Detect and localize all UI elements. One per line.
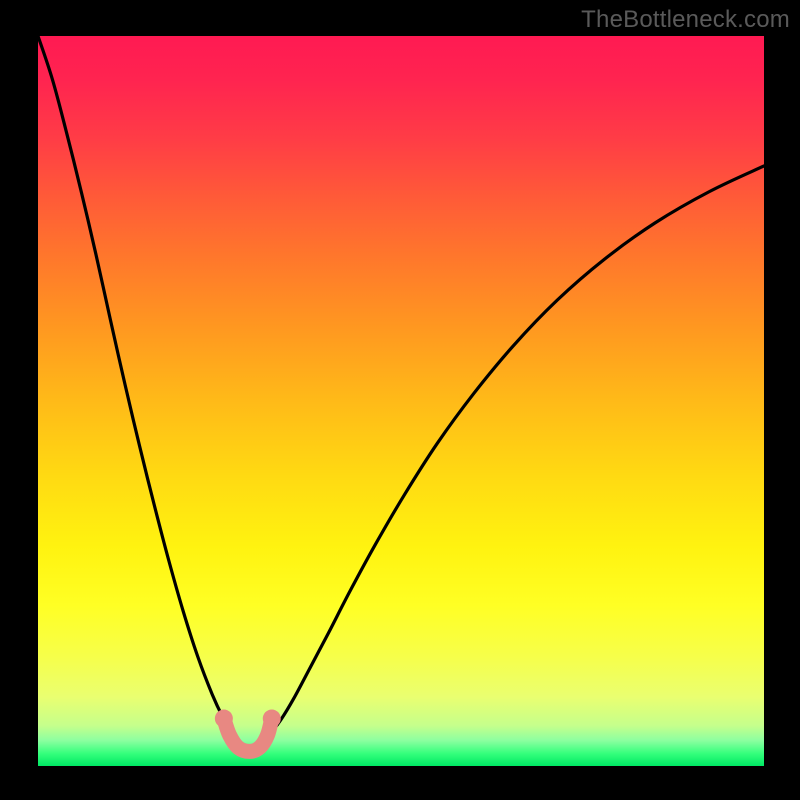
bottleneck-curve-layer: [38, 36, 764, 766]
figure-canvas: TheBottleneck.com: [0, 0, 800, 800]
curve-right-branch: [270, 166, 764, 734]
plot-area: [38, 36, 764, 766]
curve-bottom-end-dot: [263, 710, 281, 728]
curve-left-branch: [38, 36, 233, 734]
watermark-label: TheBottleneck.com: [581, 6, 790, 34]
curve-bottom-start-dot: [215, 710, 233, 728]
